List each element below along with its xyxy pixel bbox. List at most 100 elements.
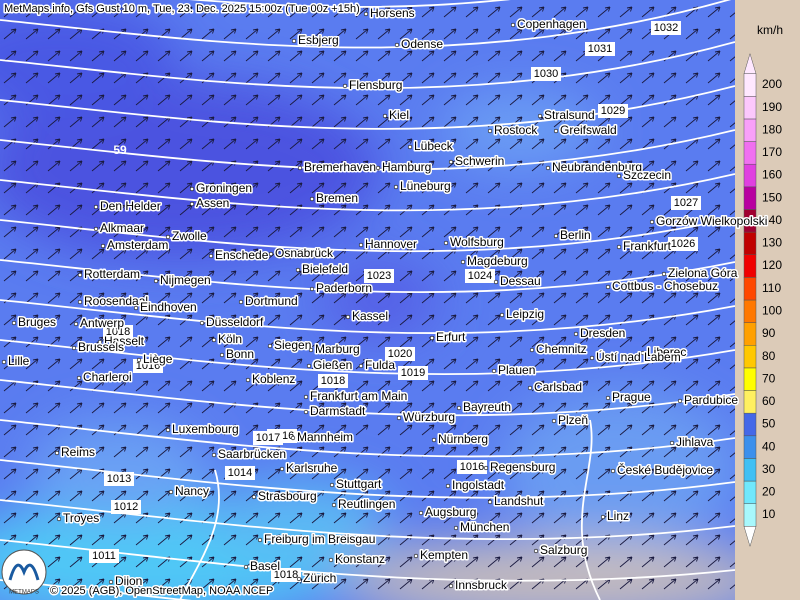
isobar-label-text: 1018 xyxy=(274,569,298,581)
city-dot xyxy=(453,525,459,531)
isobar-label: 1027 xyxy=(671,196,701,210)
city-dot xyxy=(211,452,217,458)
isobar-label-box xyxy=(111,500,141,514)
city-dot xyxy=(551,418,557,424)
legend-tick-label: 200 xyxy=(762,77,782,91)
city-label: Marburg xyxy=(315,342,360,356)
city-dot xyxy=(394,42,400,48)
isobar xyxy=(0,217,735,253)
city-label: Freiburg im Breisgau xyxy=(264,532,375,546)
city-label: Gießen xyxy=(313,358,352,372)
city-dot xyxy=(1,359,7,365)
city-dot xyxy=(661,271,667,277)
city-dot xyxy=(303,409,309,415)
city-dot xyxy=(238,299,244,305)
city-dot xyxy=(600,514,606,520)
isobar-label-box xyxy=(103,325,133,339)
legend-swatch xyxy=(743,186,757,210)
legend-swatch xyxy=(743,412,757,437)
city-dot xyxy=(328,557,334,563)
city-label: Lüneburg xyxy=(400,179,451,193)
legend-swatch xyxy=(743,503,757,527)
legend-tick-label: 30 xyxy=(762,462,776,476)
city-label: Luxembourg xyxy=(172,422,239,436)
city-label: Brussels xyxy=(78,340,124,354)
city-label: Saarbrücken xyxy=(218,447,286,461)
isobar-label-box xyxy=(398,366,428,380)
city-dot xyxy=(165,234,171,240)
city-label: Frankfurt am Main xyxy=(310,389,407,403)
city-dot xyxy=(382,113,388,119)
city-dot xyxy=(297,165,303,171)
isobar-label-text: 1027 xyxy=(674,197,698,209)
footer-credit: © 2025 (AGB), OpenStreetMap, NOAA NCEP xyxy=(50,585,273,597)
city-label: Zwolle xyxy=(172,229,207,243)
city-label: Kassel xyxy=(352,309,388,323)
city-dot xyxy=(605,395,611,401)
isobar-label-box xyxy=(668,237,698,251)
city-label: Esbjerg xyxy=(298,33,339,47)
city-label: Charleroi xyxy=(83,370,132,384)
legend-swatch xyxy=(743,277,757,301)
legend-tick-label: 190 xyxy=(762,100,782,114)
city-dot xyxy=(396,415,402,421)
city-dot xyxy=(649,219,655,225)
city-label: Fulda xyxy=(365,358,395,372)
isobar-label: 1020 xyxy=(385,347,415,361)
legend-tick-label: 80 xyxy=(762,349,776,363)
city-dot xyxy=(189,201,195,207)
isobar xyxy=(0,539,735,582)
isobar-label: 1023 xyxy=(364,269,394,283)
legend-swatch xyxy=(743,480,757,504)
legend-tick-label: 150 xyxy=(762,190,782,204)
isobar-label-text: 1016 xyxy=(460,461,484,473)
city-label: Berlin xyxy=(560,228,591,242)
city-label: Dortmund xyxy=(245,294,298,308)
city-dot xyxy=(529,347,535,353)
city-label: Regensburg xyxy=(490,460,555,474)
city-dot xyxy=(168,489,174,495)
legend-swatch xyxy=(743,163,757,188)
legend-tick-label: 70 xyxy=(762,371,776,385)
legend-swatch xyxy=(743,231,757,255)
city-label: Bielefeld xyxy=(302,262,348,276)
city-label: Szczecin xyxy=(623,168,671,182)
city-dot xyxy=(616,244,622,250)
isobar-label-text: 1030 xyxy=(534,68,558,80)
city-dot xyxy=(267,343,273,349)
city-label: Dresden xyxy=(580,326,625,340)
city-dot xyxy=(487,499,493,505)
city-label: Liège xyxy=(143,352,173,366)
city-label: Siegen xyxy=(274,338,311,352)
isobar xyxy=(580,419,601,600)
legend-tick-label: 10 xyxy=(762,507,776,521)
city-label: Koblenz xyxy=(252,372,295,386)
city-dot xyxy=(251,494,257,500)
city-label: Kiel xyxy=(389,108,409,122)
isobar-label-text: 1013 xyxy=(107,473,131,485)
isobar-label-box xyxy=(318,374,348,388)
legend-swatch xyxy=(743,73,757,97)
city-label: Lille xyxy=(8,354,30,368)
city-label: Strasbourg xyxy=(258,489,317,503)
isobar xyxy=(0,129,735,171)
legend-swatch xyxy=(743,367,757,391)
city-label: Kempten xyxy=(420,548,468,562)
city-label: Stuttgart xyxy=(336,477,382,491)
city-label: Prague xyxy=(612,390,651,404)
city-label: Dessau xyxy=(500,274,541,288)
city-dot xyxy=(610,468,616,474)
isobar-label-text: 1026 xyxy=(671,238,695,250)
isobar-label: 1029 xyxy=(598,104,628,118)
isobar-label: 1026 xyxy=(668,237,698,251)
legend-swatch xyxy=(743,458,757,482)
city-dot xyxy=(165,427,171,433)
city-dot xyxy=(487,128,493,134)
isobar-label-box xyxy=(133,359,163,373)
city-label: České Budějovice xyxy=(617,462,713,477)
city-dot xyxy=(533,548,539,554)
city-dot xyxy=(483,465,489,471)
legend-tick-label: 180 xyxy=(762,122,782,136)
city-dot xyxy=(211,337,217,343)
